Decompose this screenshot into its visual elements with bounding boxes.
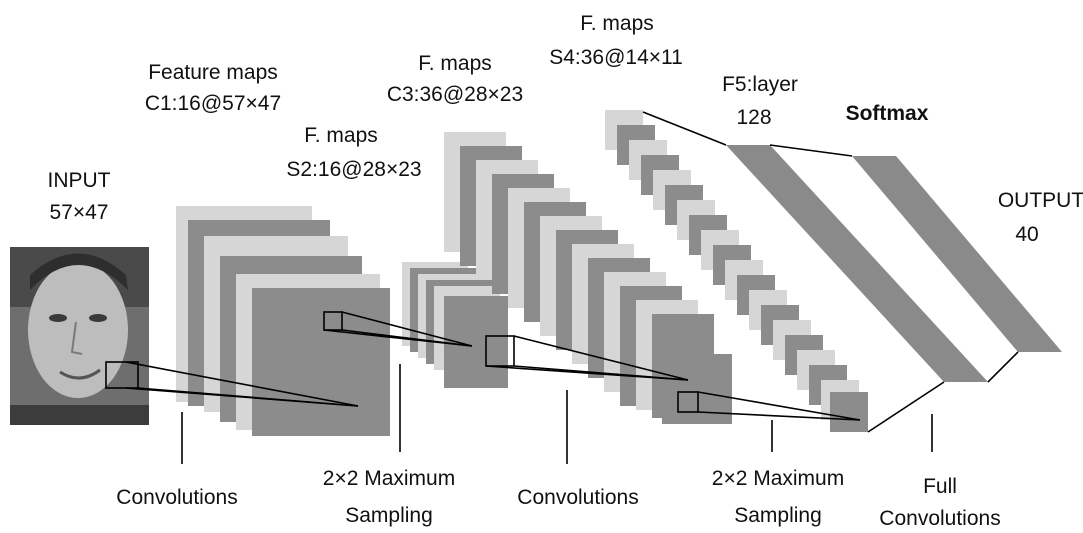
f5-layer-bar bbox=[726, 145, 988, 382]
c1-receptive-field bbox=[323, 311, 343, 331]
c3-size: C3:36@28×23 bbox=[387, 83, 523, 106]
input-size: 57×47 bbox=[50, 201, 109, 224]
pool1-label-line1: 2×2 Maximum bbox=[323, 467, 455, 490]
c3-title: F. maps bbox=[418, 52, 492, 75]
c1-feature-maps bbox=[176, 206, 390, 436]
operation-tick-lines bbox=[181, 364, 933, 464]
s4-size: S4:36@14×11 bbox=[549, 46, 683, 69]
input-title: INPUT bbox=[48, 169, 111, 192]
full-conv-label-line2: Convolutions bbox=[879, 507, 1000, 530]
s2-title: F. maps bbox=[304, 124, 378, 147]
softmax-label: Softmax bbox=[846, 102, 929, 125]
s2-receptive-field bbox=[485, 335, 515, 367]
output-title: OUTPUT bbox=[998, 189, 1083, 212]
f5-title: F5:layer bbox=[722, 73, 798, 96]
c1-title: Feature maps bbox=[148, 61, 278, 84]
f5-size: 128 bbox=[736, 106, 771, 129]
c3-receptive-field bbox=[677, 391, 699, 413]
softmax-layer-bar bbox=[852, 156, 1062, 352]
pool2-label-line2: Sampling bbox=[734, 504, 822, 527]
pool1-label-line2: Sampling bbox=[345, 504, 433, 527]
full-conv-label-line1: Full bbox=[923, 475, 957, 498]
s4-feature-maps bbox=[605, 110, 868, 432]
input-face-image bbox=[10, 247, 149, 425]
s4-title: F. maps bbox=[580, 12, 654, 35]
conv2-label: Convolutions bbox=[517, 486, 638, 509]
connection-lines bbox=[125, 111, 1019, 433]
c1-size: C1:16@57×47 bbox=[145, 92, 281, 115]
output-size: 40 bbox=[1015, 223, 1038, 246]
pool2-label-line1: 2×2 Maximum bbox=[712, 467, 844, 490]
input-receptive-field bbox=[105, 361, 139, 389]
s2-size: S2:16@28×23 bbox=[286, 158, 421, 181]
conv1-label: Convolutions bbox=[116, 486, 237, 509]
